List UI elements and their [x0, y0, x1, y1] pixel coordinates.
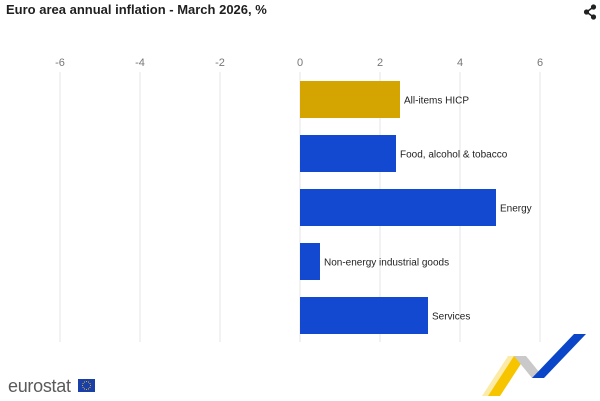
- share-button[interactable]: [580, 2, 600, 22]
- category-label: Energy: [500, 204, 532, 215]
- bar-food-alcohol-tobacco: [300, 135, 396, 172]
- share-icon: [583, 4, 597, 20]
- flag-star: [87, 388, 90, 390]
- flag-star: [87, 381, 90, 383]
- x-tick-label: 2: [377, 57, 383, 69]
- bar-all-items-hicp: [300, 81, 400, 118]
- flag-star: [82, 382, 84, 385]
- eu-flag-icon: [78, 379, 95, 392]
- x-tick-label: 0: [297, 57, 303, 69]
- brand-wave-graphic: [482, 334, 586, 396]
- flag-star: [83, 381, 86, 383]
- bar-services: [300, 297, 428, 334]
- eurostat-logo: eurostat: [8, 376, 71, 396]
- flag-star: [83, 388, 86, 390]
- x-tick-label: -6: [55, 57, 65, 69]
- bar-non-energy-industrial-goods: [300, 243, 320, 280]
- x-tick-label: 4: [457, 57, 463, 69]
- category-labels: All-items HICP Food, alcohol & tobacco Ene…: [324, 96, 532, 323]
- x-tick-label: -2: [215, 57, 225, 69]
- flag-star: [89, 386, 91, 389]
- x-tick-label: -4: [135, 57, 145, 69]
- x-tick-label: 6: [537, 57, 543, 69]
- chart-title: Euro area annual inflation - March 2026,…: [6, 2, 267, 17]
- category-label: Services: [432, 312, 470, 323]
- flag-star: [81, 384, 84, 387]
- bars: [300, 81, 496, 334]
- flag-star: [85, 388, 88, 391]
- flag-star: [85, 380, 88, 383]
- flag-star: [89, 382, 91, 385]
- category-label: Non-energy industrial goods: [324, 258, 449, 269]
- category-label: All-items HICP: [404, 96, 469, 107]
- bar-energy: [300, 189, 496, 226]
- flag-star: [82, 386, 84, 389]
- category-label: Food, alcohol & tobacco: [400, 150, 508, 161]
- x-axis-ticks: -6 -4 -2 0 2 4 6: [55, 57, 543, 69]
- flag-star: [89, 384, 92, 387]
